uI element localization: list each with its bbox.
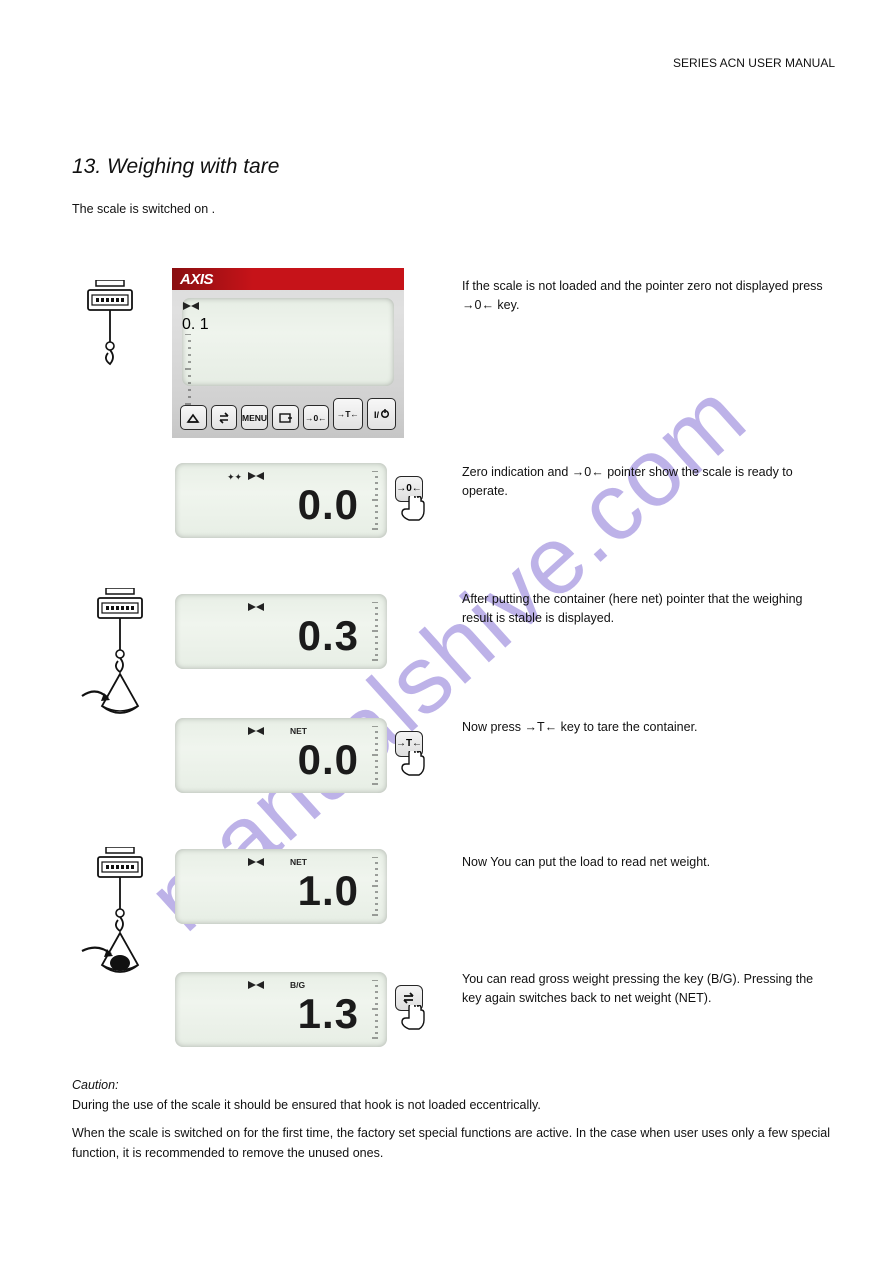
- instruction-text: After putting the container (here net) p…: [462, 590, 835, 629]
- caution-block: Caution: During the use of the scale it …: [72, 1075, 835, 1163]
- hand-press-icon: [399, 496, 429, 522]
- lcd-readout: 1.3: [298, 990, 359, 1038]
- lcd-row: ✦✦ 0.0 →0←: [175, 463, 425, 538]
- key-print[interactable]: [272, 405, 299, 430]
- lcd-readout: 0.0: [298, 481, 359, 529]
- load-scale-bar: [369, 857, 379, 916]
- instruction-text: You can read gross weight pressing the k…: [462, 970, 835, 1009]
- svg-text:I/: I/: [374, 410, 380, 420]
- hand-press-icon: [399, 1005, 429, 1031]
- lcd-display: B/G 1.3: [175, 972, 387, 1047]
- key-peak[interactable]: [180, 405, 207, 430]
- key-tare[interactable]: →T←: [333, 398, 362, 430]
- lcd-display: 0.3: [175, 594, 387, 669]
- key-power[interactable]: I/: [367, 398, 396, 430]
- crane-scale-illustration-empty: [80, 280, 140, 395]
- brand-label: AXIS: [180, 271, 213, 288]
- lcd-readout: 0.3: [298, 612, 359, 660]
- lcd-display: NET 1.0: [175, 849, 387, 924]
- hand-press-icon: [399, 751, 429, 777]
- key-toggle[interactable]: [211, 405, 238, 430]
- crane-scale-illustration-load: [80, 847, 158, 992]
- lcd-display: NET 0.0: [175, 718, 387, 793]
- lcd-row: NET 1.0: [175, 849, 387, 924]
- lcd-row: 0.3: [175, 594, 387, 669]
- press-zero-button[interactable]: →0←: [395, 476, 425, 526]
- lcd-display: ✦✦ 0.0: [175, 463, 387, 538]
- press-tare-button[interactable]: →T←: [395, 731, 425, 781]
- stable-indicator-icon: [247, 857, 265, 870]
- instruction-text: Now press →T← key to tare the container.: [462, 718, 835, 737]
- press-toggle-button[interactable]: [395, 985, 425, 1035]
- intro-text: The scale is switched on .: [72, 200, 835, 219]
- instruction-text: Now You can put the load to read net wei…: [462, 853, 835, 872]
- zero-indicator-icon: ✦✦: [227, 472, 242, 483]
- stable-indicator-icon: [247, 471, 265, 484]
- caution-paragraph: When the scale is switched on for the fi…: [72, 1123, 835, 1163]
- lcd-readout: 1.0: [298, 867, 359, 915]
- key-menu[interactable]: MENU: [241, 405, 268, 430]
- lcd-main: 0. 1: [182, 298, 394, 386]
- load-scale-bar: [369, 602, 379, 661]
- load-scale-bar: [369, 726, 379, 785]
- stable-indicator-icon: [182, 298, 394, 316]
- load-scale-bar: [369, 471, 379, 530]
- stable-indicator-icon: [247, 602, 265, 615]
- section-title: 13. Weighing with tare: [72, 155, 279, 179]
- stable-indicator-icon: [247, 980, 265, 993]
- net-tag: NET: [290, 857, 307, 867]
- page-header: SERIES ACN USER MANUAL: [673, 56, 835, 70]
- bg-tag: B/G: [290, 980, 305, 990]
- caution-heading: Caution:: [72, 1075, 835, 1095]
- key-zero[interactable]: →0←: [303, 405, 330, 430]
- net-tag: NET: [290, 726, 307, 736]
- lcd-row: B/G 1.3: [175, 972, 425, 1047]
- device-keypad: MENU →0← →T← I/: [180, 394, 396, 430]
- stable-indicator-icon: [247, 726, 265, 739]
- instruction-text: Zero indication and →0← pointer show the…: [462, 463, 835, 502]
- lcd-row: NET 0.0 →T←: [175, 718, 425, 793]
- lcd-readout: 0.0: [298, 736, 359, 784]
- crane-scale-illustration-container: [80, 588, 158, 733]
- load-scale-bar: [369, 980, 379, 1039]
- caution-paragraph: During the use of the scale it should be…: [72, 1095, 835, 1115]
- instruction-text: If the scale is not loaded and the point…: [462, 277, 835, 316]
- brand-band: AXIS: [172, 268, 404, 290]
- device-panel: AXIS 0. 1 MENU →0: [172, 268, 404, 438]
- lcd-readout: 0. 1: [182, 316, 394, 334]
